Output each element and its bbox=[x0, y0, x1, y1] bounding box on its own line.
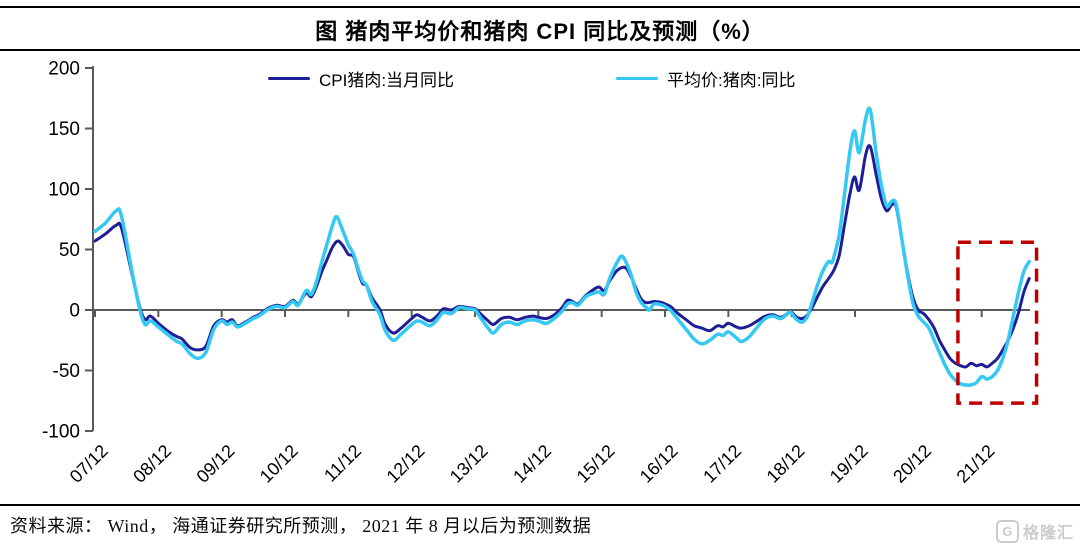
x-axis-tick-label: 16/12 bbox=[636, 441, 682, 487]
footer-rule bbox=[0, 504, 1080, 506]
cpi-pork-line-swatch bbox=[268, 77, 310, 80]
chart-title: 图 猪肉平均价和猪肉 CPI 同比及预测（%） bbox=[315, 19, 765, 44]
y-axis-tick-label: -50 bbox=[53, 361, 80, 382]
x-axis-tick-label: 07/12 bbox=[66, 441, 112, 487]
y-axis-tick-label: 200 bbox=[48, 59, 80, 80]
logo-g-icon: G bbox=[995, 519, 1019, 543]
legend-item-cpi-pork: CPI猪肉:当月同比 bbox=[268, 66, 454, 91]
x-axis-tick-label: 17/12 bbox=[699, 441, 745, 487]
legend-item-avg-price: 平均价:猪肉:同比 bbox=[616, 66, 795, 91]
x-axis-tick-label: 15/12 bbox=[573, 441, 619, 487]
x-axis-tick-label: 21/12 bbox=[953, 441, 999, 487]
avg-price-line-series bbox=[93, 106, 1031, 387]
logo-text: 格隆汇 bbox=[1022, 525, 1074, 542]
x-axis-tick-label: 09/12 bbox=[193, 441, 239, 487]
avg-price-line-swatch bbox=[616, 77, 658, 80]
x-axis-tick-label: 20/12 bbox=[889, 441, 935, 487]
x-axis-tick-label: 11/12 bbox=[320, 441, 365, 486]
source-note: 资料来源： Wind， 海通证券研究所预测， 2021 年 8 月以后为预测数据 bbox=[10, 516, 592, 536]
gelonghui-logo: G 格隆汇 bbox=[995, 519, 1074, 543]
y-axis-tick-label: 150 bbox=[48, 119, 80, 140]
x-axis-tick-label: 14/12 bbox=[509, 441, 555, 487]
top-border-rule bbox=[0, 6, 1080, 8]
cpi-pork-line-series bbox=[93, 144, 1031, 369]
forecast-highlight-box bbox=[956, 240, 1039, 405]
x-axis-tick-label: 12/12 bbox=[383, 441, 429, 487]
y-axis-tick-label: 50 bbox=[59, 240, 80, 261]
x-axis-tick-label: 19/12 bbox=[826, 441, 872, 487]
y-axis-tick-label: 100 bbox=[48, 180, 80, 201]
y-axis-tick-label: -100 bbox=[42, 422, 80, 443]
title-underline-rule bbox=[0, 49, 1080, 51]
y-axis-tick-label: 0 bbox=[69, 301, 80, 322]
x-axis-tick-label: 10/12 bbox=[256, 441, 302, 487]
legend-label-cpi-pork: CPI猪肉:当月同比 bbox=[319, 71, 455, 90]
x-axis-tick-label: 13/12 bbox=[446, 441, 492, 487]
x-axis-tick-label: 18/12 bbox=[763, 441, 809, 487]
x-axis-tick-label: 08/12 bbox=[129, 441, 175, 487]
legend-label-avg-price: 平均价:猪肉:同比 bbox=[667, 71, 796, 90]
